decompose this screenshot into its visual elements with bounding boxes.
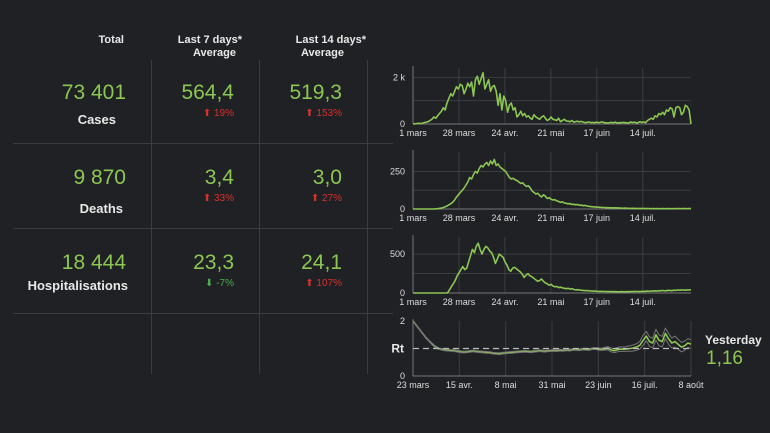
grid-divider xyxy=(367,60,368,374)
x-tick-label: 1 mars xyxy=(399,213,427,223)
x-tick-label: 14 juil. xyxy=(630,297,656,307)
trend-arrow-icon: ⬆ xyxy=(202,108,212,119)
deaths-avg7-change: ⬆ 33% xyxy=(150,193,234,204)
series-line xyxy=(413,242,692,294)
change-value: -7% xyxy=(216,278,234,289)
x-tick-label: 28 mars xyxy=(443,128,476,138)
y-tick-label: 0 xyxy=(400,371,405,381)
y-tick-label: 2 k xyxy=(393,72,406,82)
header-last14-line1: Last 14 days* xyxy=(295,34,366,46)
header-last7-line1: Last 7 days* xyxy=(177,34,242,46)
header-last14-line2: Average xyxy=(300,47,344,59)
rt-yesterday-label: Yesterday xyxy=(705,333,762,347)
trend-arrow-icon: ⬆ xyxy=(305,278,314,289)
change-value: 107% xyxy=(316,278,342,289)
change-value: 33% xyxy=(213,193,234,204)
rt-axis-label: Rt xyxy=(391,342,404,356)
change-value: 27% xyxy=(321,193,342,204)
x-tick-label: 17 juin xyxy=(584,213,611,223)
header-last7-line2: Average xyxy=(192,47,236,59)
y-tick-label: 0 xyxy=(400,288,405,298)
y-tick-label: 0 xyxy=(400,204,405,214)
hosp-avg14-change: ⬆ 107% xyxy=(258,278,342,289)
x-tick-label: 15 avr. xyxy=(446,380,473,390)
cases-avg7: 564,4 xyxy=(181,81,234,104)
trend-arrow-icon: ⬆ xyxy=(202,193,212,204)
series-line xyxy=(412,320,692,355)
x-tick-label: 1 mars xyxy=(399,297,427,307)
x-tick-label: 24 avr. xyxy=(491,297,518,307)
x-tick-label: 24 avr. xyxy=(491,128,518,138)
x-tick-label: 31 mai xyxy=(538,380,565,390)
x-tick-label: 14 juil. xyxy=(630,213,656,223)
x-tick-label: 28 mars xyxy=(443,213,476,223)
grid-divider xyxy=(13,228,393,229)
deaths-avg14-change: ⬆ 27% xyxy=(258,193,342,204)
cases-avg7-change: ⬆ 19% xyxy=(150,108,234,119)
x-tick-label: 17 juin xyxy=(584,128,611,138)
x-tick-label: 23 juin xyxy=(585,380,612,390)
cases-label: Cases xyxy=(77,112,116,127)
trend-arrow-icon: ⬆ xyxy=(310,193,320,204)
trend-arrow-icon: ⬆ xyxy=(305,108,314,119)
hosp-avg7-change: ⬇ -7% xyxy=(150,278,234,289)
x-tick-label: 21 mai xyxy=(537,213,564,223)
series-line xyxy=(413,158,691,210)
y-tick-label: 250 xyxy=(390,167,405,177)
y-tick-label: 500 xyxy=(390,249,405,259)
x-tick-label: 17 juin xyxy=(584,297,611,307)
x-tick-label: 21 mai xyxy=(537,297,564,307)
x-tick-label: 21 mai xyxy=(537,128,564,138)
x-tick-label: 16 juil. xyxy=(632,380,658,390)
deaths-avg14: 3,0 xyxy=(312,166,342,189)
x-tick-label: 14 juil. xyxy=(630,128,656,138)
rt-confidence-line xyxy=(412,320,692,354)
change-value: 153% xyxy=(316,108,342,119)
grid-divider xyxy=(151,60,152,374)
x-tick-label: 8 mai xyxy=(495,380,517,390)
rt-confidence-line xyxy=(412,320,692,356)
grid-divider xyxy=(13,313,393,314)
header-last7: Last 7 days* Average xyxy=(160,34,242,60)
hosp-label: Hospitalisations xyxy=(27,278,128,293)
hosp-avg7: 23,3 xyxy=(193,251,234,274)
grid-divider xyxy=(13,143,393,144)
hosp-avg14: 24,1 xyxy=(301,251,342,274)
header-last14: Last 14 days* Average xyxy=(262,34,366,60)
change-value: 19% xyxy=(213,108,234,119)
x-tick-label: 23 mars xyxy=(397,380,430,390)
x-tick-label: 8 août xyxy=(678,380,704,390)
deaths-avg7: 3,4 xyxy=(204,166,234,189)
deaths-label: Deaths xyxy=(79,201,123,216)
cases-avg14: 519,3 xyxy=(289,81,342,104)
y-tick-label: 0 xyxy=(400,119,405,129)
rt-yesterday-value: 1,16 xyxy=(706,348,743,369)
x-tick-label: 28 mars xyxy=(443,297,476,307)
hosp-total: 18 444 xyxy=(61,251,126,274)
grid-divider xyxy=(259,60,260,374)
trend-arrow-icon: ⬇ xyxy=(205,278,214,289)
y-tick-label: 2 xyxy=(400,316,405,326)
x-tick-label: 24 avr. xyxy=(491,213,518,223)
header-total: Total xyxy=(98,34,124,46)
deaths-total: 9 870 xyxy=(73,166,126,189)
x-tick-label: 1 mars xyxy=(399,128,427,138)
cases-avg14-change: ⬆ 153% xyxy=(258,108,342,119)
cases-total: 73 401 xyxy=(61,81,126,104)
series-line xyxy=(412,71,692,125)
